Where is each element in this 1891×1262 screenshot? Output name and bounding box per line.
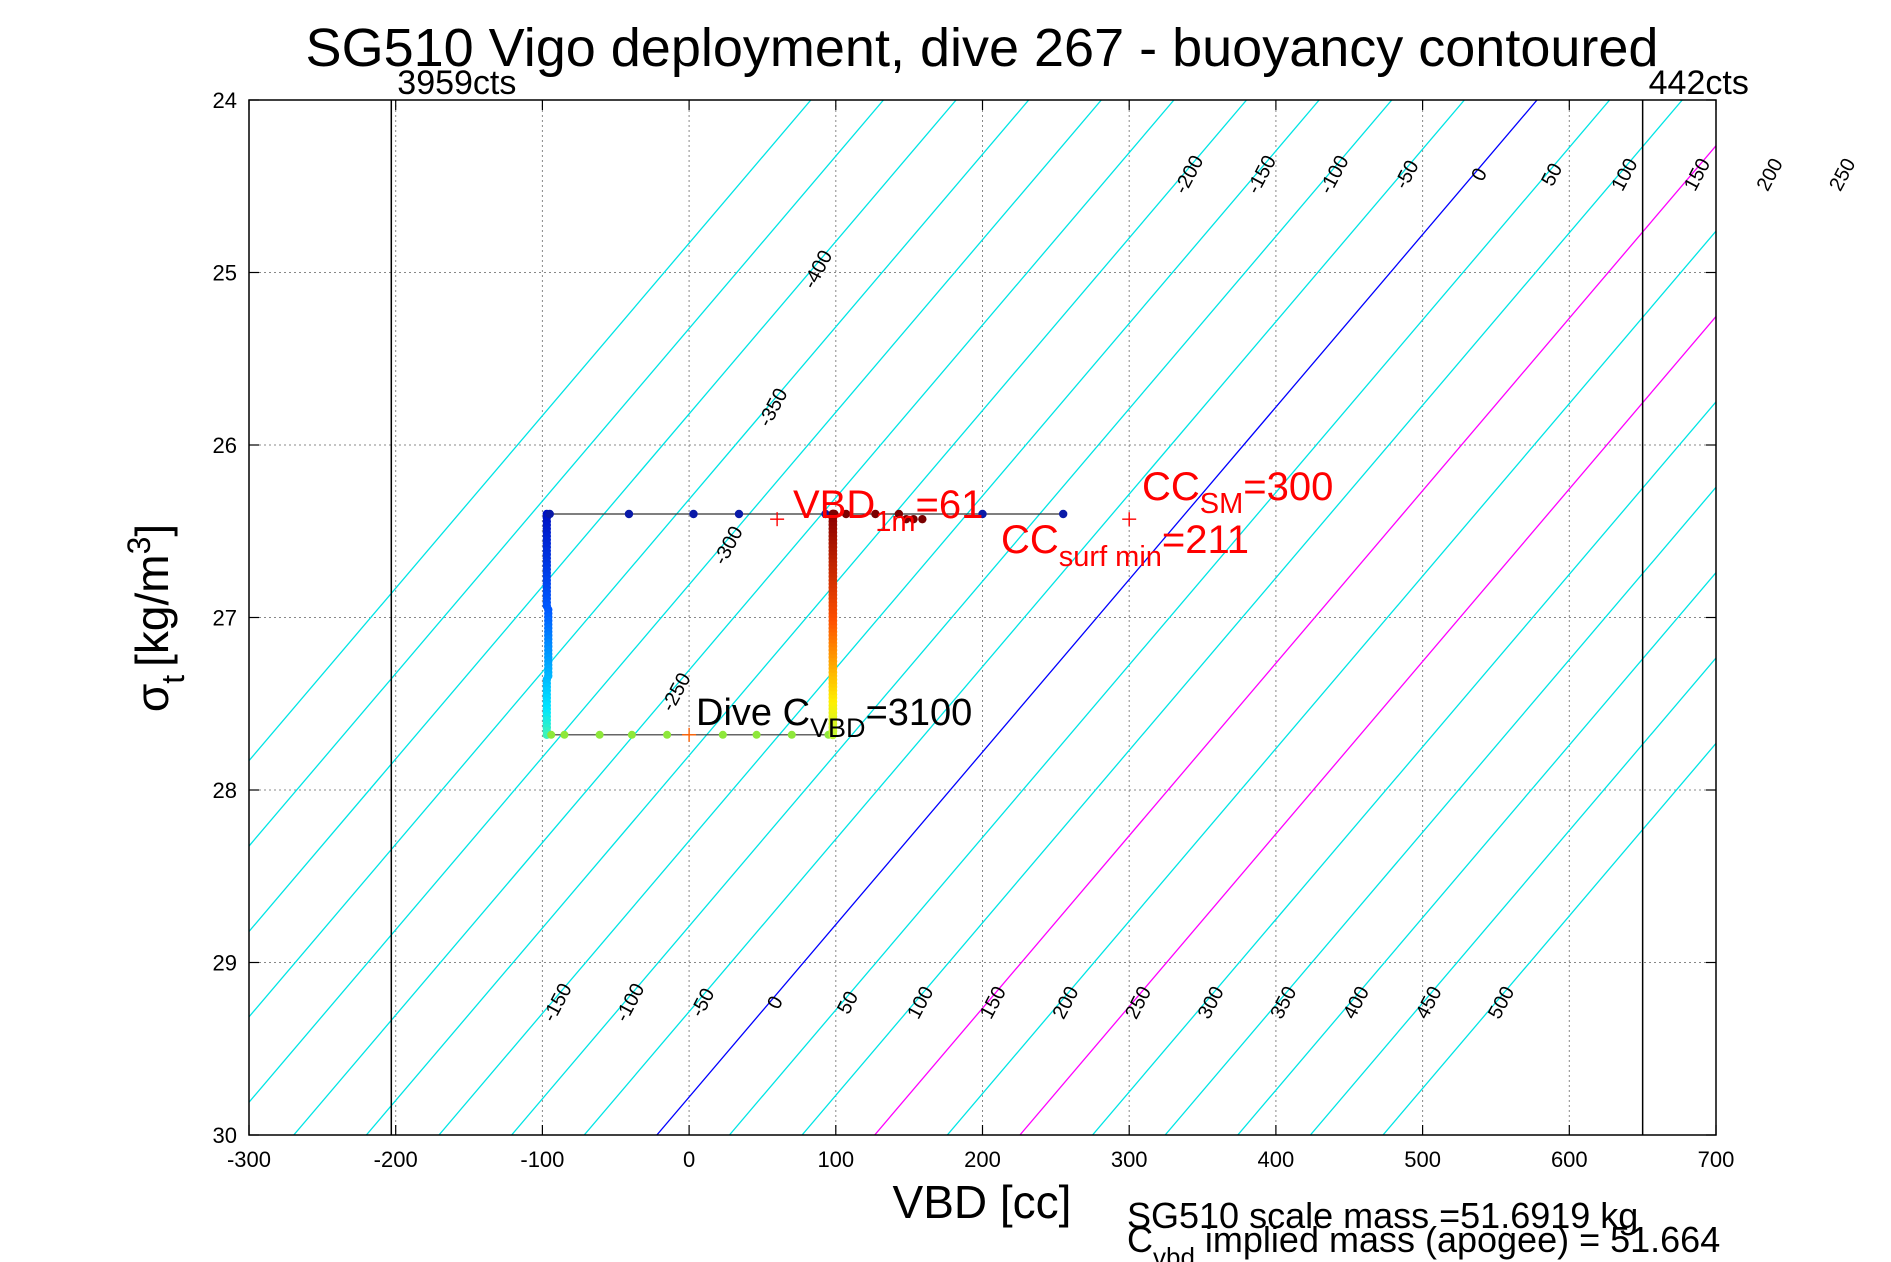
contour-line	[249, 100, 884, 848]
contour-line	[365, 100, 1248, 1135]
track-point	[689, 509, 698, 519]
y-axis-label: σt [kg/m3]	[121, 524, 191, 712]
y-tick-label: 25	[213, 261, 237, 286]
track-point	[871, 509, 880, 519]
track-point	[624, 509, 634, 519]
contour-line	[1309, 657, 1716, 1135]
x-tick-label: 500	[1404, 1147, 1441, 1172]
contour-line	[583, 100, 1465, 1135]
contour-line	[438, 100, 1320, 1135]
axis-ticks: -300 -200 -100 0 100 200 300 400 500 600 700 24 25 26…	[213, 88, 1735, 1172]
track-point	[918, 514, 927, 524]
y-label-close: ]	[126, 524, 178, 537]
track-point	[545, 509, 554, 519]
contour-line	[946, 230, 1716, 1135]
x-tick-label: -300	[227, 1147, 271, 1172]
x-tick-label: 200	[964, 1147, 1001, 1172]
track-point	[1058, 509, 1068, 519]
track-point	[752, 730, 761, 739]
footnote-scale-mass: SG510 scale mass =51.6919 kg	[1127, 1195, 1638, 1236]
y-label-sigma: σ	[126, 684, 178, 712]
track-point	[902, 514, 911, 524]
track-point	[909, 514, 918, 524]
svg-text:σt[kg/m3]: σt [kg/m3]	[121, 524, 191, 712]
track-point	[734, 509, 744, 519]
track-point	[627, 730, 636, 739]
track-point	[978, 509, 987, 519]
y-tick-label: 30	[213, 1123, 237, 1148]
y-tick-label: 28	[213, 778, 237, 803]
contour-line	[728, 100, 1611, 1135]
x-axis-label: VBD [cc]	[893, 1176, 1072, 1228]
contour-label: 250	[1825, 155, 1860, 195]
contour-line	[249, 100, 812, 762]
cc-surf-min-label: CCsurf min=211	[1001, 518, 1249, 573]
footnote-implied-mass: Cvbd implied mass (apogee) = 51.664	[1127, 1219, 1720, 1262]
x-tick-label: -200	[374, 1147, 418, 1172]
track-point	[718, 730, 727, 739]
track-point	[787, 730, 796, 739]
buoyancy-contours	[249, 100, 1716, 1135]
track-point	[595, 730, 604, 739]
contour-line	[1382, 742, 1716, 1135]
track-point	[560, 730, 569, 739]
contour-line	[249, 100, 1030, 1018]
footnote-rest: implied mass (apogee) = 51.664	[1195, 1219, 1720, 1260]
footnote-c: C	[1127, 1219, 1153, 1260]
y-label-sub: t	[155, 675, 191, 684]
contour-line	[1164, 486, 1716, 1135]
track-point	[821, 509, 830, 519]
dive-track	[542, 509, 1068, 740]
contour-line	[511, 100, 1393, 1135]
dive-cvbd-label: Dive CVBD=3100	[696, 692, 972, 743]
x-tick-label: 100	[817, 1147, 854, 1172]
vbd-limit-lines: 3959cts 442cts	[390, 64, 1749, 1135]
contour-line	[1019, 315, 1716, 1135]
x-tick-label: 0	[683, 1147, 695, 1172]
y-label-sup: 3	[121, 537, 157, 555]
y-tick-label: 27	[213, 606, 237, 631]
track-point	[830, 509, 839, 519]
x-tick-label: 700	[1698, 1147, 1735, 1172]
contour-line	[656, 100, 1538, 1135]
limit-label: 442cts	[1649, 64, 1749, 102]
chart-title: SG510 Vigo deployment, dive 267 - buoyan…	[306, 18, 1659, 78]
x-tick-label: 300	[1111, 1147, 1148, 1172]
contour-line	[1237, 571, 1716, 1135]
y-tick-label: 24	[213, 88, 237, 113]
track-point	[894, 509, 904, 519]
contour-line	[293, 100, 1175, 1135]
contour-line	[249, 100, 957, 933]
limit-label: 3959cts	[397, 64, 516, 102]
contour-line	[874, 144, 1716, 1135]
y-label-unit: [kg/m	[126, 554, 178, 666]
track-point	[841, 509, 851, 519]
contour-line	[1092, 400, 1716, 1135]
contour-label: 200	[1753, 155, 1788, 195]
plot-area	[249, 100, 1716, 1135]
y-tick-label: 26	[213, 433, 237, 458]
footnote-vbd-sub: vbd	[1153, 1242, 1195, 1262]
track-point	[663, 730, 672, 739]
x-tick-label: 400	[1258, 1147, 1295, 1172]
track-point	[547, 730, 556, 739]
y-tick-label: 29	[213, 951, 237, 976]
contour-line	[249, 100, 1102, 1104]
vbd-1m-label: VBD1m=61	[793, 483, 983, 538]
cc-sm-label: CCSM=300	[1142, 465, 1333, 520]
x-tick-label: -100	[520, 1147, 564, 1172]
x-tick-label: 600	[1551, 1147, 1588, 1172]
contour-line	[801, 100, 1683, 1135]
